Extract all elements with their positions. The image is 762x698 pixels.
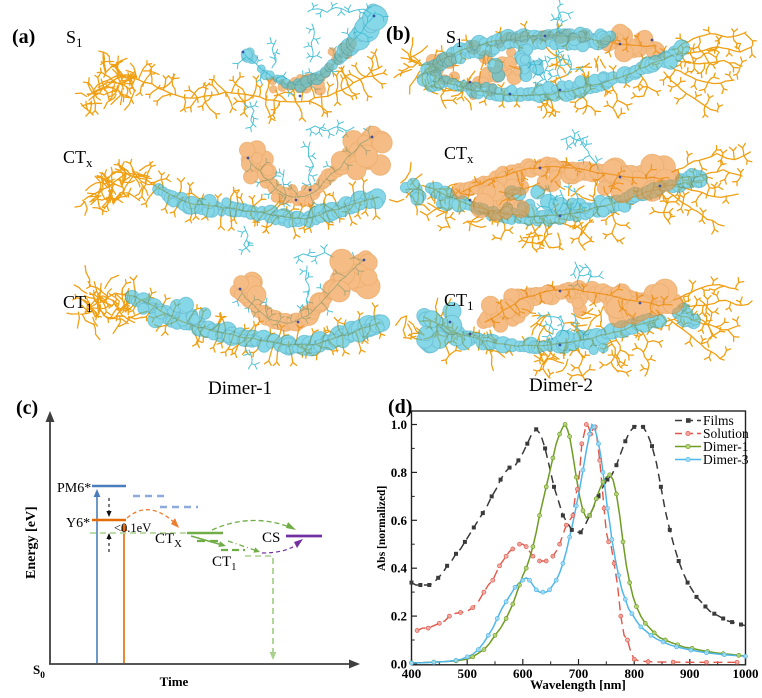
svg-text:CTx: CTx — [63, 147, 93, 170]
svg-text:Wavelength [nm]: Wavelength [nm] — [530, 677, 626, 692]
svg-text:0.2: 0.2 — [391, 609, 407, 624]
svg-text:0.8: 0.8 — [391, 465, 408, 480]
svg-text:(b): (b) — [386, 23, 410, 45]
svg-text:0.4: 0.4 — [391, 561, 408, 576]
svg-text:0.0: 0.0 — [391, 657, 407, 672]
svg-text:Energy [eV]: Energy [eV] — [24, 506, 39, 579]
svg-text:900: 900 — [680, 666, 700, 681]
svg-text:500: 500 — [457, 666, 477, 681]
svg-text:600: 600 — [513, 666, 533, 681]
svg-text:1000: 1000 — [733, 666, 759, 681]
svg-text:(c): (c) — [16, 397, 38, 419]
svg-text:(d): (d) — [388, 396, 412, 418]
svg-text:400: 400 — [402, 666, 422, 681]
svg-text:Dimer-2: Dimer-2 — [529, 375, 593, 396]
svg-text:800: 800 — [624, 666, 644, 681]
svg-text:Films: Films — [703, 413, 734, 428]
svg-text:Y6*: Y6* — [66, 516, 90, 531]
svg-text:Dimer-1: Dimer-1 — [703, 439, 748, 454]
svg-text:Abs [normalized]: Abs [normalized] — [376, 486, 388, 571]
svg-text:PM6*: PM6* — [57, 481, 91, 496]
svg-text:CTx: CTx — [444, 143, 474, 166]
svg-text:1.0: 1.0 — [391, 417, 407, 432]
svg-text:CS: CS — [262, 530, 280, 546]
svg-text:Dimer-3: Dimer-3 — [703, 452, 749, 467]
svg-text:<0.1eV: <0.1eV — [114, 521, 151, 535]
svg-text:CT1: CT1 — [212, 554, 237, 573]
svg-text:(a): (a) — [12, 26, 35, 48]
svg-text:Time: Time — [160, 674, 189, 689]
svg-text:Dimer-1: Dimer-1 — [208, 378, 272, 399]
svg-text:700: 700 — [569, 666, 589, 681]
svg-text:Solution: Solution — [703, 426, 749, 441]
svg-text:0.6: 0.6 — [391, 513, 408, 528]
svg-text:CT1: CT1 — [444, 290, 474, 313]
svg-text:CT1: CT1 — [63, 292, 93, 315]
